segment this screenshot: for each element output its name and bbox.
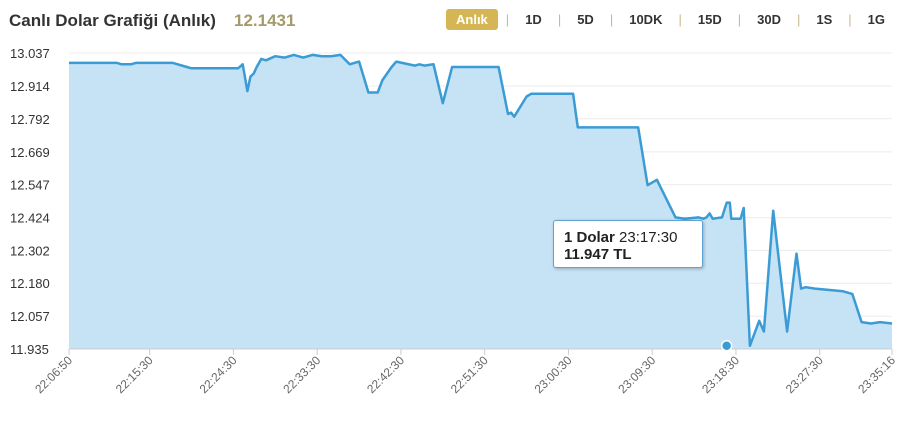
y-tick-label: 12.792 [10, 112, 50, 127]
y-tick-label: 12.302 [10, 243, 50, 258]
x-axis: 22:06:50 22:15:30 22:24:30 22:33:30 22:42:30… [32, 348, 898, 396]
range-separator: | [737, 12, 742, 27]
tooltip-time: 23:17:30 [619, 229, 678, 246]
area-fill [69, 54, 892, 350]
y-tick-label: 11.935 [10, 342, 49, 357]
y-axis: 13.037 12.914 12.792 12.669 12.547 12.424 12.3… [10, 46, 50, 357]
range-button-1s[interactable]: 1S [816, 12, 833, 27]
range-separator: | [505, 12, 510, 27]
range-button-30d[interactable]: 30D [757, 12, 781, 27]
range-selector: Anlık | 1D | 5D | 10DK | 15D | 30D | 1S | 1G [446, 9, 893, 30]
y-tick-label: 12.180 [10, 276, 50, 291]
chart-title: Canlı Dolar Grafiği (Anlık) [9, 11, 216, 31]
x-tick-label: 22:42:30 [364, 353, 407, 396]
x-tick-label: 22:24:30 [197, 353, 240, 396]
title-text: Canlı Dolar Grafiği (Anlık) [9, 11, 216, 30]
x-tick-label: 22:06:50 [32, 353, 75, 396]
tooltip-line-2: 11.947 TL [564, 246, 692, 263]
range-button-anlık[interactable]: Anlık [446, 9, 498, 30]
x-tick-label: 22:15:30 [113, 353, 156, 396]
current-price: 12.1431 [234, 11, 296, 30]
range-button-1g[interactable]: 1G [867, 12, 885, 27]
range-button-15d[interactable]: 15D [697, 12, 722, 27]
y-tick-label: 13.037 [10, 46, 50, 61]
hover-point [720, 340, 733, 352]
y-tick-label: 12.914 [10, 79, 50, 94]
range-button-1d[interactable]: 1D [525, 12, 542, 27]
y-tick-label: 12.669 [10, 145, 50, 160]
chart-header: Canlı Dolar Grafiği (Anlık) 12.1431 Anlı… [0, 0, 905, 40]
range-separator: | [678, 12, 682, 27]
price-chart: 13.037 12.914 12.792 12.669 12.547 12.424 12.3… [10, 46, 898, 396]
range-separator: | [609, 12, 614, 27]
tooltip-value: 11.947 TL [564, 246, 632, 263]
range-button-5d[interactable]: 5D [577, 12, 594, 27]
hover-marker [720, 340, 733, 352]
range-separator: | [557, 12, 562, 27]
x-tick-label: 23:09:30 [615, 353, 658, 396]
range-separator: | [848, 12, 852, 27]
range-separator: | [796, 12, 801, 27]
tooltip-series: 1 Dolar [564, 229, 615, 246]
x-tick-label: 22:33:30 [280, 353, 323, 396]
y-tick-label: 12.057 [10, 309, 50, 324]
y-tick-label: 12.424 [10, 211, 50, 226]
x-tick-label: 22:51:30 [448, 353, 491, 396]
chart-tooltip: 1 Dolar 23:17:30 11.947 TL [553, 220, 703, 268]
x-tick-label: 23:27:30 [783, 353, 826, 396]
tooltip-line-1: 1 Dolar 23:17:30 [564, 229, 692, 246]
x-tick-label: 23:35:16 [855, 353, 898, 396]
price-area [69, 53, 893, 350]
x-tick-label: 23:00:30 [532, 353, 575, 396]
series-line [69, 53, 893, 348]
y-tick-label: 12.547 [10, 178, 50, 193]
range-button-10dk[interactable]: 10DK [629, 12, 663, 27]
x-tick-label: 23:18:30 [699, 353, 742, 396]
